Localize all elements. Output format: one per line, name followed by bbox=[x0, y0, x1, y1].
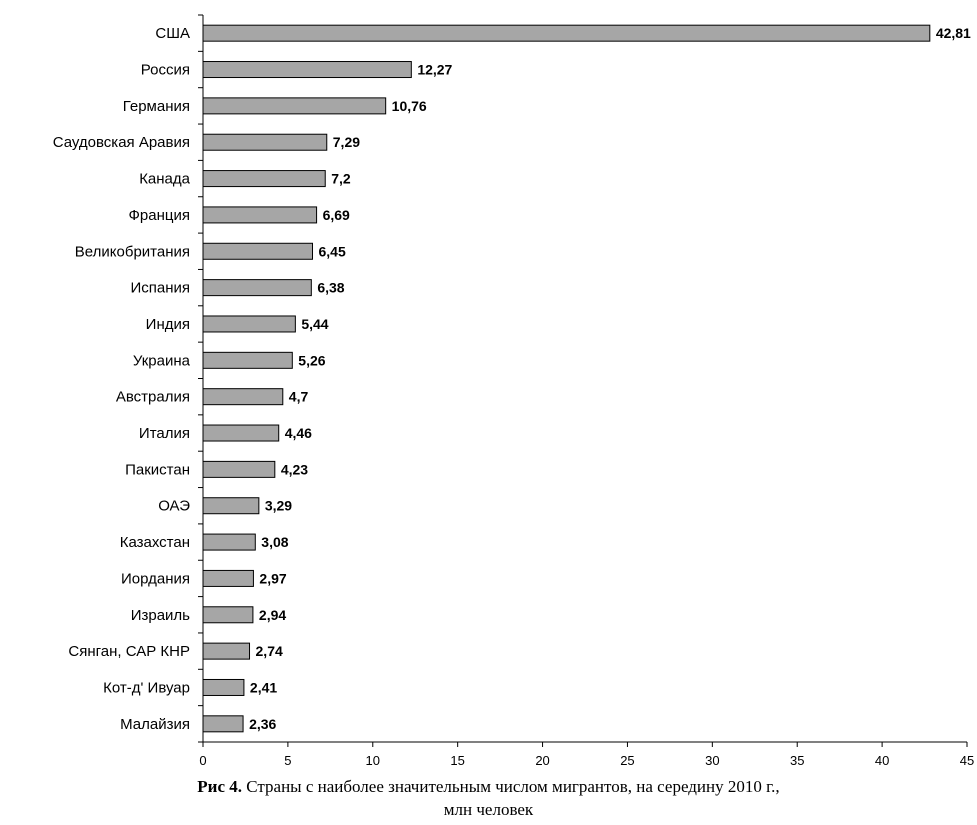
category-label: Саудовская Аравия bbox=[53, 134, 190, 151]
bar bbox=[202, 61, 412, 79]
category-label: Казахстан bbox=[120, 534, 190, 551]
bar bbox=[202, 133, 328, 151]
value-label: 42,81 bbox=[936, 25, 971, 41]
category-label: Испания bbox=[130, 280, 190, 297]
bar bbox=[202, 642, 251, 660]
bar bbox=[202, 569, 254, 587]
x-tick-label: 5 bbox=[284, 753, 291, 768]
bar bbox=[202, 315, 296, 333]
bar bbox=[202, 606, 254, 624]
x-tick-label: 25 bbox=[620, 753, 634, 768]
bar bbox=[202, 715, 244, 733]
x-tick-label: 0 bbox=[199, 753, 206, 768]
value-label: 10,76 bbox=[392, 98, 427, 114]
x-tick-label: 35 bbox=[790, 753, 804, 768]
x-tick-label: 30 bbox=[705, 753, 719, 768]
figure-caption-line2: млн человек bbox=[443, 800, 534, 819]
category-label: Израиль bbox=[131, 607, 190, 624]
x-tick-label: 15 bbox=[450, 753, 464, 768]
category-label: Индия bbox=[146, 316, 190, 333]
value-label: 2,94 bbox=[259, 607, 286, 623]
figure-caption-text: Страны с наиболее значительным числом ми… bbox=[242, 777, 780, 796]
category-label: Италия bbox=[139, 425, 190, 442]
category-label: Украина bbox=[133, 352, 191, 369]
bar bbox=[202, 351, 293, 369]
value-label: 7,29 bbox=[333, 134, 360, 150]
axis-layer: 0 5 10 15 20 25 30 35 40 45 bbox=[198, 14, 974, 768]
category-label: Пакистан bbox=[125, 461, 190, 478]
category-label: Россия bbox=[141, 62, 190, 79]
bar bbox=[202, 97, 387, 115]
bar bbox=[202, 388, 284, 406]
value-label: 6,45 bbox=[319, 243, 346, 259]
value-label: 2,36 bbox=[249, 716, 276, 732]
figure-caption-prefix: Рис 4. bbox=[197, 777, 243, 796]
bar bbox=[202, 206, 318, 224]
category-label: Великобритания bbox=[75, 243, 190, 260]
category-label: Сянган, САР КНР bbox=[68, 643, 190, 660]
value-label: 2,41 bbox=[250, 679, 277, 695]
category-label: Австралия bbox=[116, 389, 190, 406]
bar bbox=[202, 497, 260, 515]
label-layer: США 42,81 Россия 12,27 Германия 10,76 Саудовск… bbox=[53, 25, 971, 733]
category-label: США bbox=[155, 25, 190, 42]
value-label: 6,69 bbox=[323, 207, 350, 223]
category-label: ОАЭ bbox=[158, 498, 190, 515]
value-label: 6,38 bbox=[317, 280, 344, 296]
figure-caption-line1: Рис 4. Страны с наиболее значительным чи… bbox=[0, 777, 977, 797]
bar bbox=[202, 170, 326, 188]
bar bbox=[202, 533, 256, 551]
value-label: 5,26 bbox=[298, 352, 325, 368]
category-label: Франция bbox=[129, 207, 190, 224]
value-label: 4,23 bbox=[281, 461, 308, 477]
category-label: Германия bbox=[123, 98, 190, 115]
value-label: 3,29 bbox=[265, 498, 292, 514]
category-label: Иордания bbox=[121, 570, 190, 587]
x-tick-label: 10 bbox=[366, 753, 380, 768]
bar bbox=[202, 242, 314, 260]
x-tick-label: 20 bbox=[535, 753, 549, 768]
value-label: 3,08 bbox=[261, 534, 288, 550]
category-label: Малайзия bbox=[120, 716, 190, 733]
category-label: Канада bbox=[139, 171, 190, 188]
bar bbox=[202, 24, 931, 42]
x-tick-label: 40 bbox=[875, 753, 889, 768]
value-label: 4,46 bbox=[285, 425, 312, 441]
value-label: 4,7 bbox=[289, 389, 309, 405]
bar-layer bbox=[202, 24, 931, 733]
value-label: 5,44 bbox=[301, 316, 328, 332]
value-label: 2,74 bbox=[256, 643, 283, 659]
value-label: 7,2 bbox=[331, 171, 351, 187]
x-tick-label: 45 bbox=[960, 753, 974, 768]
bar bbox=[202, 460, 276, 478]
category-label: Кот-д' Ивуар bbox=[103, 679, 190, 696]
bar bbox=[202, 678, 245, 696]
value-label: 12,27 bbox=[417, 62, 452, 78]
chart-svg: 0 5 10 15 20 25 30 35 40 45 США 42,81 Россия 12,27 Ге… bbox=[53, 14, 974, 768]
bar bbox=[202, 279, 312, 297]
bar bbox=[202, 424, 280, 442]
value-label: 2,97 bbox=[259, 570, 286, 586]
